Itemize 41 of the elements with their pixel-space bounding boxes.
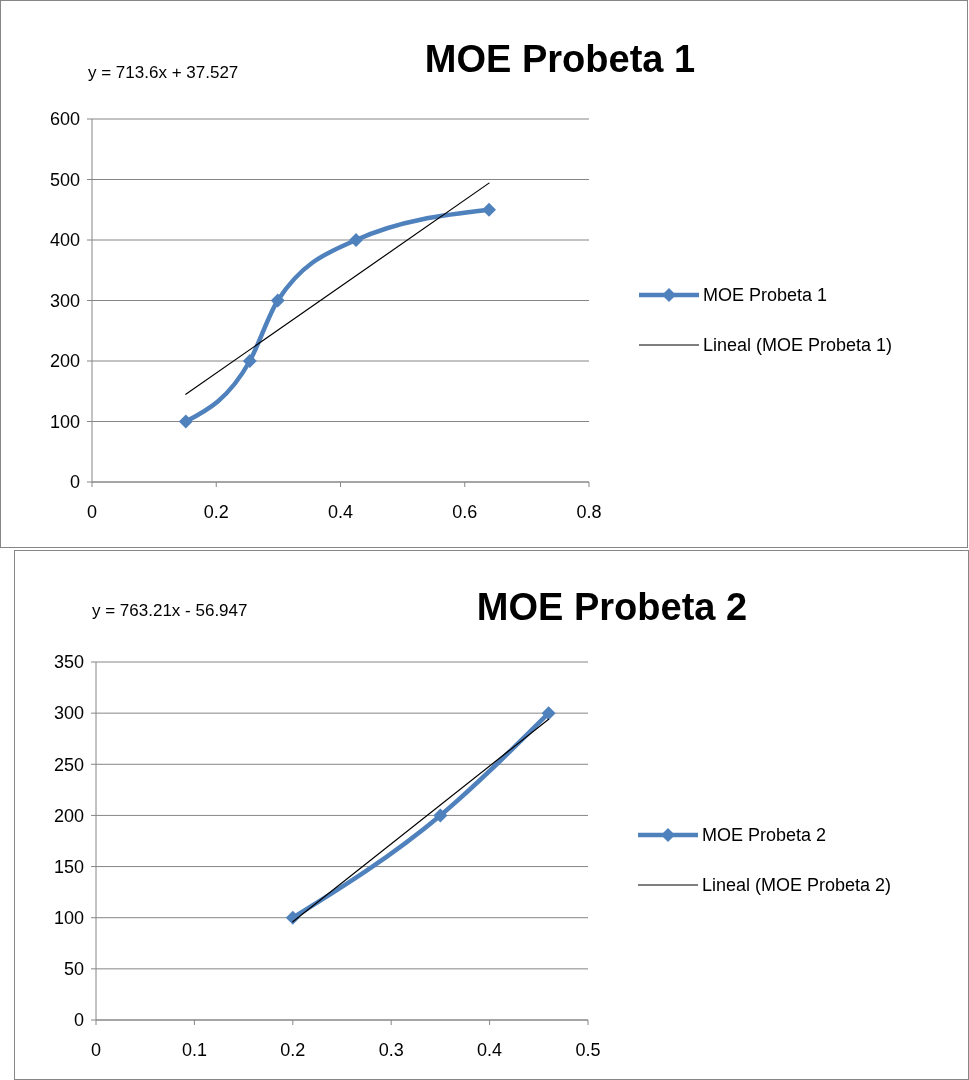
legend-label: Lineal (MOE Probeta 2) [702,875,892,896]
point [178,414,193,429]
legend-label: Lineal (MOE Probeta 1) [703,335,893,356]
y-tick-label: 100 [53,908,84,929]
point [433,808,448,823]
legend-label: MOE Probeta 1 [703,285,828,306]
x-tick-label: 0.8 [576,502,602,522]
x-tick-label: 0.1 [181,1040,207,1060]
text: y = 713.6x + 37.527 [88,63,239,82]
x-tick-label: 0.2 [280,1040,306,1060]
y-tick-label: 200 [53,805,84,826]
chart-title: MOE Probeta 1 [424,38,696,80]
y-tick-label: 300 [49,290,80,311]
x-tick-label: 0.5 [575,1040,601,1060]
y-tick-label: 100 [49,411,80,432]
point [242,354,257,368]
y-tick-label: 150 [53,856,84,877]
legend-label: MOE Probeta 2 [702,825,827,846]
y-tick-label: 0 [73,1010,84,1031]
x-tick-label: 0.3 [378,1040,404,1060]
x-tick-label: 0 [86,502,98,522]
y-tick-label: 300 [53,703,84,724]
y-tick-label: 500 [49,169,80,190]
chart-title: MOE Probeta 2 [476,586,748,628]
y-tick-label: 200 [49,351,80,372]
point [481,202,496,217]
point [541,706,556,721]
text: y = 763.21x - 56.947 [92,601,248,620]
y-tick-label: 400 [49,230,80,251]
y-tick-label: 50 [63,959,84,980]
x-tick-label: 0.4 [327,502,354,522]
point [349,233,364,247]
point [270,293,285,308]
x-tick-label: 0.4 [477,1040,503,1060]
x-tick-label: 0 [90,1040,102,1060]
y-tick-label: 0 [69,472,80,493]
x-tick-label: 0.2 [203,502,229,522]
y-tick-label: 600 [49,109,80,130]
y-tick-label: 350 [53,652,84,673]
y-tick-label: 250 [53,754,84,775]
x-tick-label: 0.6 [452,502,478,522]
